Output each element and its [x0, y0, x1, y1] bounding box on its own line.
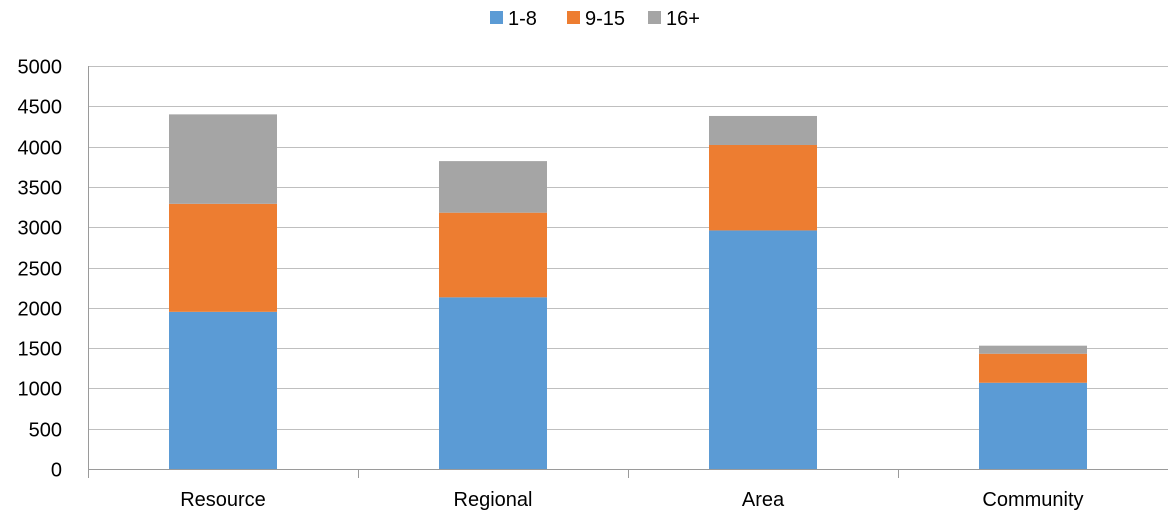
y-tick-label: 500 — [29, 420, 62, 442]
y-tick-label: 1000 — [18, 379, 63, 401]
y-tick-label: 2500 — [18, 259, 63, 281]
y-tick-label: 4500 — [18, 97, 63, 119]
bar-community-16plus — [979, 345, 1087, 354]
legend: 1-8 9-15 16+ — [490, 8, 700, 30]
y-tick-label: 4000 — [18, 138, 63, 160]
legend-label: 1-8 — [508, 8, 537, 30]
x-tick-label: Regional — [454, 489, 533, 511]
x-tick-label: Area — [742, 489, 785, 511]
x-tick-label: Community — [982, 489, 1083, 511]
y-tick-label: 3000 — [18, 218, 63, 240]
legend-swatch — [648, 11, 661, 24]
y-tick-label: 5000 — [18, 57, 63, 79]
bars — [169, 114, 1087, 469]
bar-resource-1-8 — [169, 311, 277, 469]
bar-community-9-15 — [979, 353, 1087, 383]
bar-area-9-15 — [709, 144, 817, 231]
y-tick-label: 3500 — [18, 178, 63, 200]
y-axis-tick-labels: 0 500 1000 1500 2000 2500 3000 3500 4000 4500 5000 — [18, 57, 63, 482]
y-tick-label: 2000 — [18, 299, 63, 321]
legend-swatch — [490, 11, 503, 24]
bar-regional-1-8 — [439, 297, 547, 469]
axes — [88, 66, 1168, 478]
bar-regional-9-15 — [439, 212, 547, 298]
legend-swatch — [567, 11, 580, 24]
x-axis-tick-labels: Resource Regional Area Community — [180, 489, 1083, 511]
y-tick-label: 1500 — [18, 339, 63, 361]
bar-community-1-8 — [979, 382, 1087, 469]
y-tick-label: 0 — [51, 460, 62, 482]
legend-label: 9-15 — [585, 8, 625, 30]
bar-resource-9-15 — [169, 203, 277, 312]
bar-area-1-8 — [709, 230, 817, 469]
bar-regional-16plus — [439, 161, 547, 213]
x-tick-label: Resource — [180, 489, 266, 511]
bar-area-16plus — [709, 115, 817, 145]
legend-label: 16+ — [666, 8, 700, 30]
bar-resource-16plus — [169, 114, 277, 204]
